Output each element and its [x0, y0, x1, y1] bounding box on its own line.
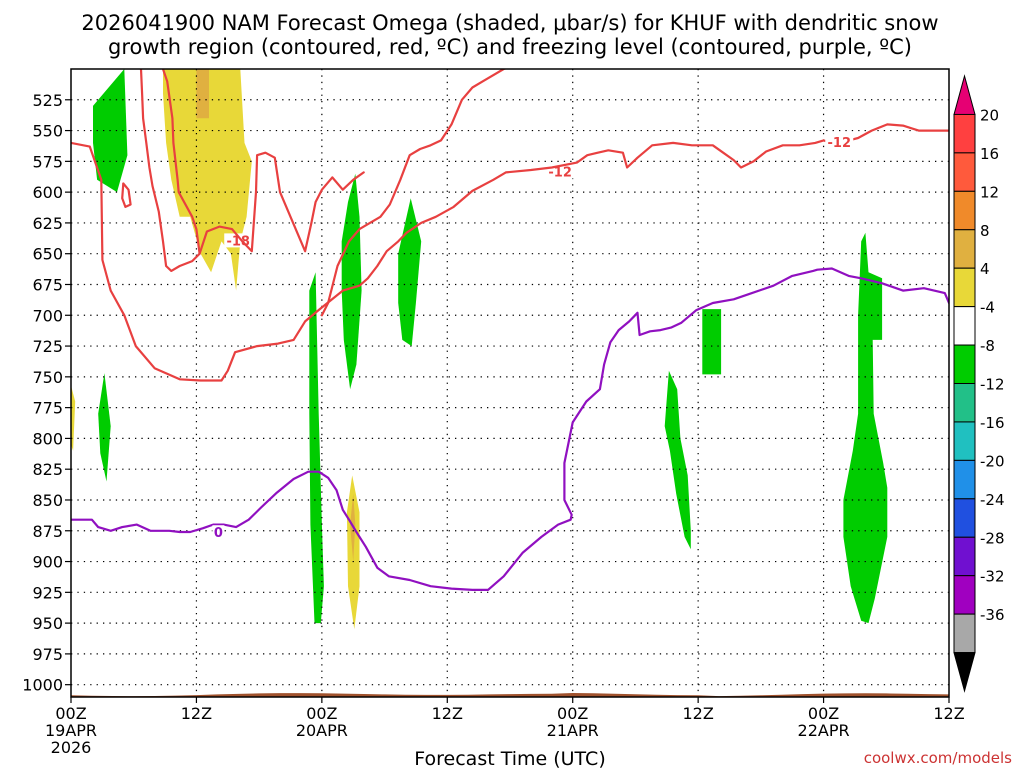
x-tick-label-24-0: 00Z [306, 704, 337, 723]
y-tick-label-975: 975 [32, 645, 63, 664]
x-tick-label-12-0: 12Z [181, 704, 212, 723]
y-tick-label-925: 925 [32, 583, 63, 602]
y-tick-label-850: 850 [32, 491, 63, 510]
omega-shade-1 [98, 373, 111, 482]
colorbar-bin-4 [953, 229, 976, 269]
contour-dgz-lower-2 [198, 151, 365, 255]
contour-label-bg-dgz-upper-2 [825, 134, 854, 149]
colorbar-bin-14 [953, 613, 976, 654]
colorbar-label-7: -12 [980, 376, 1005, 394]
colorbar-label-5: -4 [980, 299, 995, 317]
contour-label-dgz-lower: -18 [226, 234, 250, 249]
omega-shade-11 [702, 309, 722, 375]
colorbar-label-6: -8 [980, 337, 995, 355]
x-axis-label: Forecast Time (UTC) [414, 748, 605, 768]
omega-shade-10 [664, 370, 691, 550]
contour-dgz-upper-2 [71, 123, 949, 382]
x-tick-label-72-0: 00Z [808, 704, 839, 723]
colorbar: 20 16 12 8 4 -4 -8 -12 -16 -20 -24 -28 -32 -36 [953, 74, 1005, 693]
colorbar-bin-2 [953, 152, 976, 192]
y-tick-label-800: 800 [32, 429, 63, 448]
colorbar-bin-5 [953, 267, 976, 308]
x-tick-label-48-0: 00Z [557, 704, 588, 723]
colorbar-label-1: 16 [980, 145, 999, 163]
colorbar-bin-6 [953, 306, 976, 346]
colorbar-label-3: 8 [980, 222, 990, 240]
colorbar-label-10: -24 [980, 491, 1005, 509]
y-tick-label-675: 675 [32, 275, 63, 294]
colorbar-label-4: 4 [980, 260, 990, 278]
y-tick-label-700: 700 [32, 306, 63, 325]
contour-dgz-lower [139, 69, 201, 272]
colorbar-bin-12 [953, 536, 976, 577]
colorbar-bin-10 [953, 459, 976, 500]
y-tick-label-1000: 1000 [22, 676, 63, 695]
y-tick-label-875: 875 [32, 522, 63, 541]
y-axis-ticks: 525 550 575 600 625 650 675 700 725 750 775 800 825 8… [22, 91, 71, 695]
y-tick-label-575: 575 [32, 152, 63, 171]
contour-label-freezing-level: 0 [214, 526, 223, 541]
omega-shade-2 [71, 385, 76, 451]
omega-shade-5 [309, 272, 324, 624]
x-tick-label-0-1: 19APR [45, 721, 97, 740]
contour-lines: -12 -12 -18 0 [71, 69, 949, 592]
omega-shade-6 [341, 173, 362, 390]
y-tick-label-775: 775 [32, 399, 63, 418]
colorbar-bin-0 [953, 74, 976, 115]
x-tick-label-24-1: 20APR [296, 721, 348, 740]
x-tick-label-0-0: 00Z [55, 704, 86, 723]
colorbar-bin-1 [953, 113, 976, 154]
colorbar-bin-15 [953, 652, 976, 693]
colorbar-bin-9 [953, 421, 976, 461]
plot-frame [70, 68, 950, 698]
contour-label-dgz-upper-2: -12 [828, 136, 852, 151]
colorbar-label-0: 20 [980, 106, 999, 124]
y-tick-label-650: 650 [32, 245, 63, 264]
colorbar-bin-8 [953, 383, 976, 423]
contour-dgz-upper [320, 69, 508, 317]
x-tick-label-48-1: 21APR [547, 721, 599, 740]
y-tick-label-725: 725 [32, 337, 63, 356]
y-tick-label-950: 950 [32, 614, 63, 633]
contour-freezing-level [71, 267, 949, 592]
x-tick-label-72-1: 22APR [798, 721, 850, 740]
x-tick-label-0-2: 2026 [51, 738, 92, 757]
omega-shade-4 [196, 69, 209, 119]
y-tick-label-750: 750 [32, 368, 63, 387]
colorbar-bin-11 [953, 498, 976, 538]
colorbar-bin-13 [953, 575, 976, 615]
colorbar-bin-3 [953, 190, 976, 231]
chart-title-line2: growth region (contoured, red, ºC) and f… [108, 35, 912, 59]
colorbar-label-12: -32 [980, 568, 1005, 586]
colorbar-label-11: -28 [980, 529, 1005, 547]
y-tick-label-825: 825 [32, 460, 63, 479]
x-tick-label-84-0: 12Z [933, 704, 964, 723]
contour-dgz-small-loop [121, 182, 132, 208]
x-tick-label-60-0: 12Z [682, 704, 713, 723]
contour-label-dgz-upper: -12 [548, 165, 572, 180]
colorbar-bin-7 [953, 344, 976, 384]
colorbar-label-13: -36 [980, 606, 1005, 624]
y-tick-label-600: 600 [32, 183, 63, 202]
plot-area: -12 -12 -18 0 [71, 69, 949, 697]
y-tick-label-900: 900 [32, 553, 63, 572]
colorbar-label-8: -16 [980, 414, 1005, 432]
colorbar-label-2: 12 [980, 183, 999, 201]
y-tick-label-525: 525 [32, 91, 63, 110]
colorbar-label-9: -20 [980, 452, 1005, 470]
y-tick-label-625: 625 [32, 214, 63, 233]
terrain-fill [71, 693, 949, 697]
contour-label-bg-freezing-level [212, 525, 225, 540]
y-tick-label-550: 550 [32, 122, 63, 141]
omega-shade-12 [843, 232, 888, 624]
x-tick-label-36-0: 12Z [432, 704, 463, 723]
chart-title-line1: 2026041900 NAM Forecast Omega (shaded, μ… [81, 11, 938, 35]
credit-text: coolwx.com/models [864, 749, 1012, 767]
gridlines [71, 69, 949, 697]
